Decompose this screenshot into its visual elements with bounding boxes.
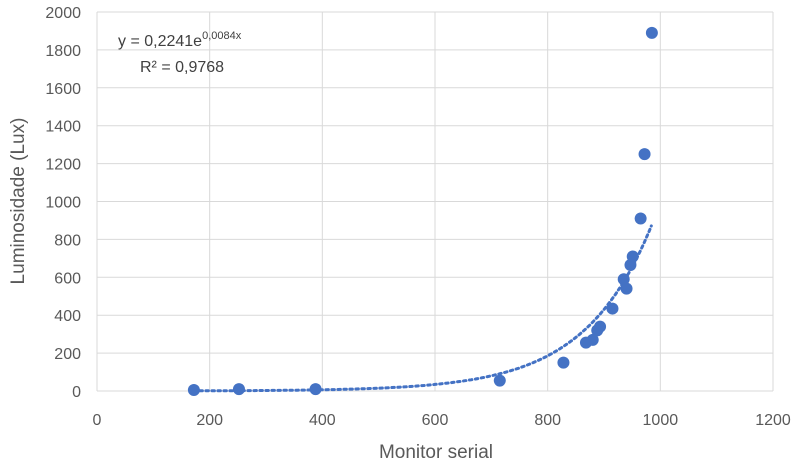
x-tick-label-1: 200 [196, 412, 223, 429]
data-point-0-13 [626, 250, 639, 263]
y-tick-label-2: 400 [54, 308, 81, 325]
data-point-0-0 [187, 384, 200, 397]
data-point-0-15 [638, 148, 651, 161]
data-point-0-9 [606, 302, 619, 315]
y-axis-ticks: 0 200 400 600 800 1000 1200 1400 1600 1800 2000 [45, 5, 81, 401]
data-points [187, 26, 658, 397]
x-tick-label-6: 1200 [755, 412, 791, 429]
data-point-0-1 [232, 383, 245, 396]
y-tick-label-10: 2000 [45, 5, 81, 22]
x-tick-label-4: 800 [534, 412, 561, 429]
data-point-0-2 [309, 383, 322, 396]
y-tick-label-7: 1400 [45, 119, 81, 136]
equation-base: y = 0,2241e [118, 33, 202, 50]
x-tick-label-3: 600 [422, 412, 449, 429]
data-point-0-11 [620, 282, 633, 295]
y-tick-label-9: 1800 [45, 43, 81, 60]
y-tick-label-1: 200 [54, 346, 81, 363]
y-tick-label-6: 1200 [45, 157, 81, 174]
x-tick-label-5: 1000 [643, 412, 679, 429]
y-tick-label-4: 800 [54, 232, 81, 249]
x-tick-label-0: 0 [93, 412, 102, 429]
gridlines [96, 11, 774, 392]
equation-label: y = 0,2241e0,0084x [118, 30, 242, 50]
trendline-path [192, 224, 653, 393]
data-point-0-3 [493, 374, 506, 387]
data-point-0-10 [617, 273, 630, 286]
y-axis-label: Luminosidade (Lux) [8, 118, 29, 285]
x-axis-ticks: 0 200 400 600 800 1000 1200 [93, 412, 791, 429]
data-point-0-6 [586, 333, 599, 346]
data-point-0-16 [645, 26, 658, 39]
y-tick-label-0: 0 [72, 384, 81, 401]
x-tick-label-2: 400 [309, 412, 336, 429]
trendline [192, 224, 653, 393]
r-squared-label: R² = 0,9768 [140, 59, 224, 76]
y-tick-label-5: 1000 [45, 195, 81, 212]
equation-exponent: 0,0084x [202, 30, 242, 42]
y-tick-label-8: 1600 [45, 81, 81, 98]
data-point-0-4 [557, 356, 570, 369]
y-tick-label-3: 600 [54, 270, 81, 287]
x-axis-label: Monitor serial [379, 442, 493, 463]
data-point-0-14 [634, 212, 647, 225]
data-point-0-8 [594, 320, 607, 333]
